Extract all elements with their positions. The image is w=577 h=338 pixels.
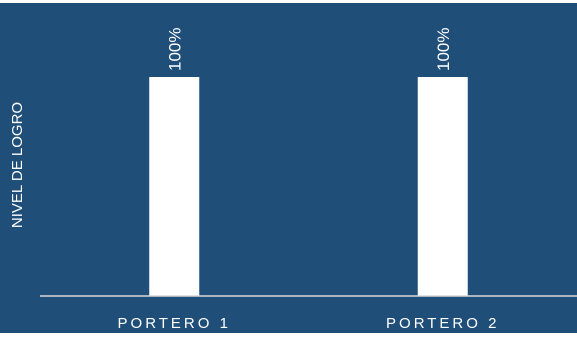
x-tick-label: PORTERO 2 bbox=[386, 315, 499, 332]
top-border bbox=[0, 0, 577, 3]
data-label: 100% bbox=[165, 28, 184, 71]
y-axis-label: NIVEL DE LOGRO bbox=[9, 102, 26, 228]
data-label: 100% bbox=[434, 28, 453, 71]
bar-2 bbox=[417, 77, 468, 296]
x-tick-label: PORTERO 1 bbox=[118, 315, 231, 332]
bar-1 bbox=[149, 77, 200, 296]
